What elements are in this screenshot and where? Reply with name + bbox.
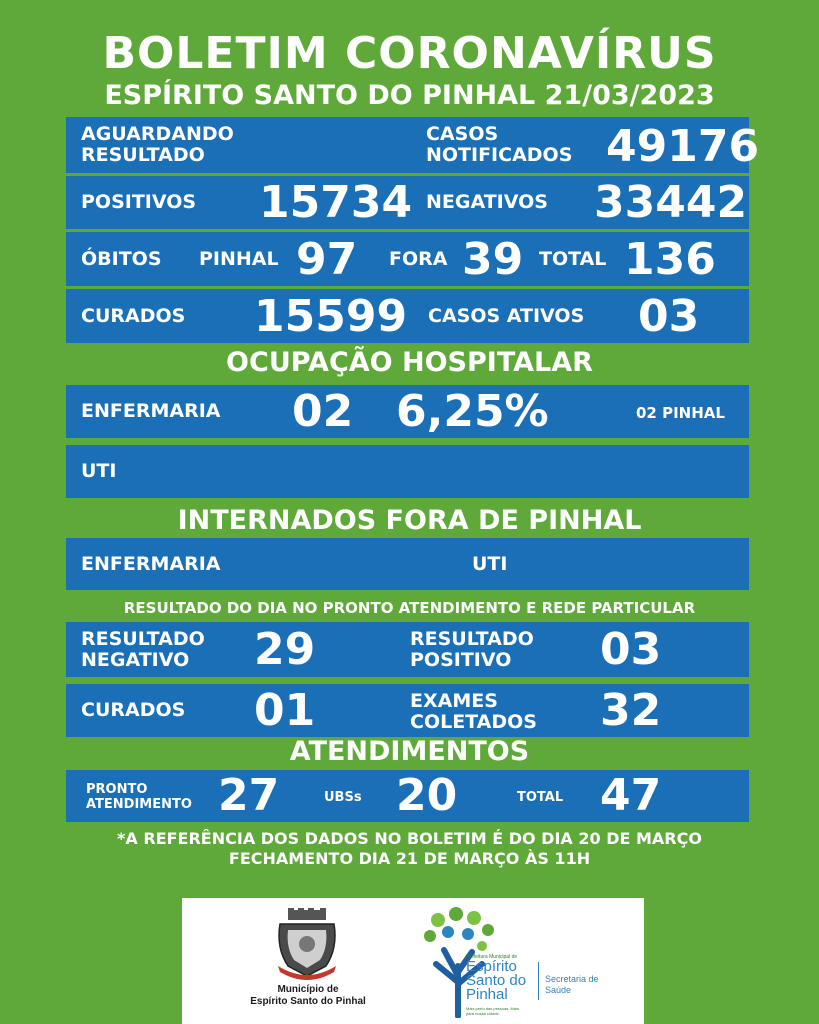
positivos-value: 15734 (259, 177, 413, 228)
obitos-label: ÓBITOS (81, 248, 162, 270)
resultado-dia-heading: RESULTADO DO DIA NO PRONTO ATENDIMENTO E… (123, 599, 696, 617)
row-aguardando-casos: AGUARDANDO RESULTADO CASOS NOTIFICADOS 4… (66, 117, 759, 173)
aguardando-label: AGUARDANDO RESULTADO (81, 123, 234, 166)
row-resultado-dia-2: CURADOS 01 EXAMES COLETADOS 32 (66, 684, 749, 737)
ocupacao-enfermaria-note: 02 PINHAL (636, 404, 725, 422)
casos-notificados-value: 49176 (606, 121, 760, 172)
obitos-total-value: 136 (624, 234, 716, 285)
note-line-2: FECHAMENTO DIA 21 DE MARÇO ÀS 11H (228, 849, 591, 868)
obitos-pinhal-value: 97 (296, 234, 358, 285)
row-resultado-dia-1: RESULTADO NEGATIVO 29 RESULTADO POSITIVO… (66, 622, 749, 677)
row-curados-ativos: CURADOS 15599 CASOS ATIVOS 03 (66, 289, 749, 343)
footer-logos: Município de Espírito Santo do Pinhal Pr… (182, 898, 644, 1024)
note-line-1: *A REFERÊNCIA DOS DADOS NO BOLETIM É DO … (117, 829, 702, 848)
exames-coletados-value: 32 (600, 685, 662, 736)
ocupacao-enfermaria-value: 02 (292, 386, 354, 437)
row-ocupacao-enfermaria: ENFERMARIA 02 6,25% 02 PINHAL (66, 385, 749, 438)
obitos-pinhal-label: PINHAL (199, 248, 279, 270)
curados-value: 15599 (254, 291, 408, 342)
ubs-value: 20 (396, 770, 458, 821)
casos-ativos-value: 03 (638, 291, 700, 342)
ocupacao-enfermaria-label: ENFERMARIA (81, 400, 221, 422)
atendimentos-total-value: 47 (600, 770, 662, 821)
internados-uti-label: UTI (472, 553, 508, 575)
obitos-fora-label: FORA (389, 248, 448, 270)
atendimentos-heading: ATENDIMENTOS (289, 736, 530, 767)
resultado-positivo-value: 03 (600, 624, 662, 675)
curados-label: CURADOS (81, 305, 186, 327)
row-positivos-negativos: POSITIVOS 15734 NEGATIVOS 33442 (66, 176, 749, 229)
obitos-fora-value: 39 (462, 234, 524, 285)
pronto-atendimento-value: 27 (218, 770, 280, 821)
secretaria-label: Secretaria de Saúde (545, 974, 599, 995)
ocupacao-heading: OCUPAÇÃO HOSPITALAR (226, 347, 593, 378)
row-atendimentos: PRONTO ATENDIMENTO 27 UBSs 20 TOTAL 47 (66, 770, 749, 822)
casos-ativos-label: CASOS ATIVOS (428, 305, 585, 327)
positivos-label: POSITIVOS (81, 191, 197, 213)
row-obitos: ÓBITOS PINHAL 97 FORA 39 TOTAL 136 (66, 232, 749, 286)
negativos-label: NEGATIVOS (426, 191, 548, 213)
internados-enfermaria-label: ENFERMARIA (81, 553, 221, 575)
municipio-label: Município de Espírito Santo do Pinhal (250, 984, 366, 1007)
ocupacao-uti-label: UTI (81, 460, 117, 482)
resultado-negativo-label: RESULTADO NEGATIVO (81, 628, 205, 671)
page-subtitle: ESPÍRITO SANTO DO PINHAL 21/03/2023 (104, 80, 715, 111)
negativos-value: 33442 (594, 177, 748, 228)
resultado-negativo-value: 29 (254, 624, 316, 675)
atendimentos-total-label: TOTAL (517, 790, 564, 805)
dia-curados-value: 01 (254, 685, 316, 736)
ocupacao-enfermaria-percent: 6,25% (396, 386, 549, 437)
logo-divider (538, 962, 539, 1000)
ubs-label: UBSs (324, 790, 362, 805)
row-ocupacao-uti: UTI (66, 445, 749, 498)
logo-small-text: Prefeitura Municipal de (466, 954, 518, 960)
pronto-atendimento-label: PRONTO ATENDIMENTO (86, 782, 192, 812)
logo-name: Espírito Santo do Pinhal (466, 958, 527, 1003)
logo-tagline: Mais perto das pessoas. Mais para nossa … (466, 1006, 519, 1016)
page-title: BOLETIM CORONAVÍRUS (102, 28, 717, 79)
row-internados: ENFERMARIA UTI (66, 538, 749, 590)
obitos-total-label: TOTAL (539, 248, 607, 270)
internados-heading: INTERNADOS FORA DE PINHAL (177, 505, 642, 536)
coat-of-arms-icon (278, 908, 336, 980)
casos-notificados-label: CASOS NOTIFICADOS (426, 123, 573, 166)
resultado-positivo-label: RESULTADO POSITIVO (410, 628, 534, 671)
dia-curados-label: CURADOS (81, 699, 186, 721)
notes: *A REFERÊNCIA DOS DADOS NO BOLETIM É DO … (0, 829, 819, 869)
exames-coletados-label: EXAMES COLETADOS (410, 690, 537, 733)
prefeitura-tree-logo-icon (424, 907, 494, 1018)
